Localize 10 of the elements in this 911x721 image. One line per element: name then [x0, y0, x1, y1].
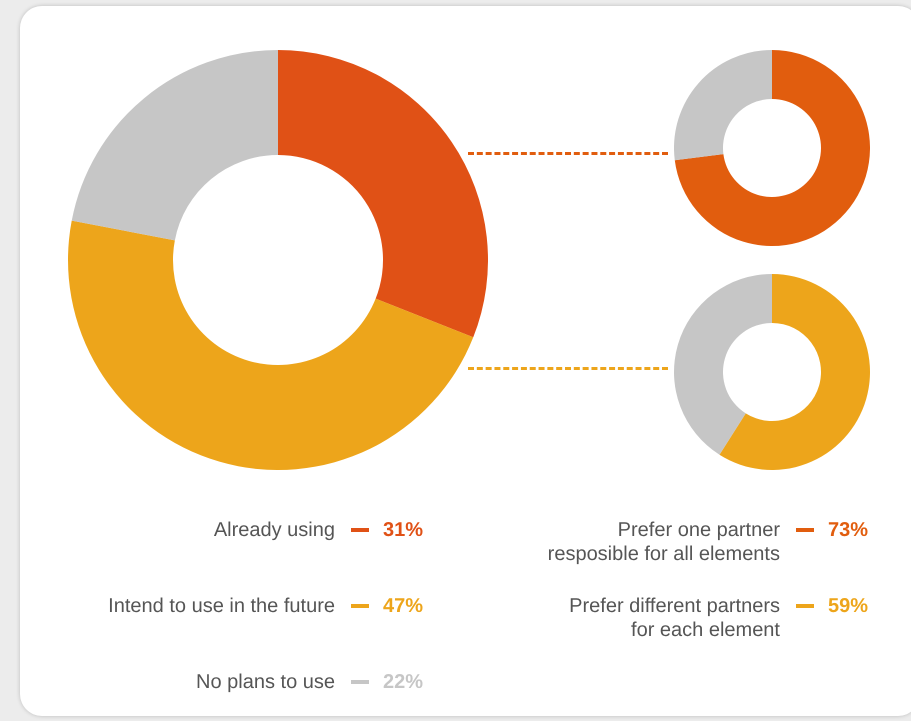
data-label: 47%	[383, 594, 424, 618]
legend-label: Prefer different partners for each element	[568, 594, 780, 642]
legend-label: Intend to use in the future	[107, 594, 335, 618]
data-label: 73%	[828, 518, 868, 542]
legend-label: Prefer one partner resposible for all elements	[546, 518, 780, 566]
data-label: 22%	[383, 670, 424, 694]
data-label: 31%	[383, 518, 424, 542]
data-label: 59%	[828, 594, 868, 618]
legend-label: No plans to use	[195, 670, 335, 694]
legend-label: Already using	[212, 518, 335, 542]
